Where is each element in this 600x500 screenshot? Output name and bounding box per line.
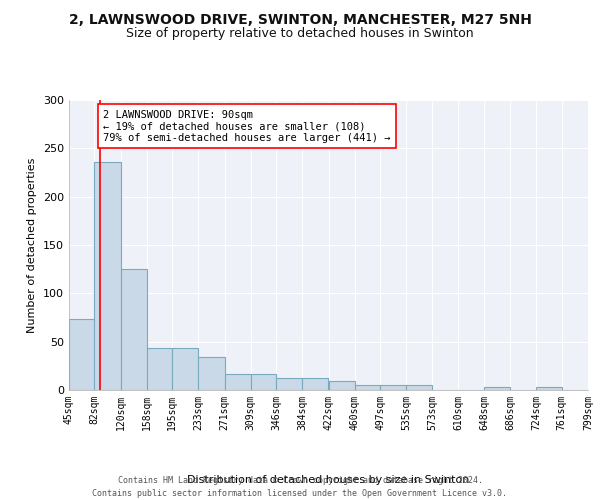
Y-axis label: Number of detached properties: Number of detached properties xyxy=(28,158,37,332)
Text: 2 LAWNSWOOD DRIVE: 90sqm
← 19% of detached houses are smaller (108)
79% of semi-: 2 LAWNSWOOD DRIVE: 90sqm ← 19% of detach… xyxy=(103,110,391,143)
Bar xyxy=(484,387,510,390)
Bar xyxy=(224,374,251,390)
Bar xyxy=(406,385,433,390)
Bar xyxy=(251,374,276,390)
Text: Contains HM Land Registry data © Crown copyright and database right 2024.
Contai: Contains HM Land Registry data © Crown c… xyxy=(92,476,508,498)
Bar xyxy=(355,385,380,390)
Bar xyxy=(147,348,172,390)
Bar xyxy=(329,382,355,390)
Bar xyxy=(94,162,121,390)
Bar xyxy=(276,378,302,390)
Text: 2, LAWNSWOOD DRIVE, SWINTON, MANCHESTER, M27 5NH: 2, LAWNSWOOD DRIVE, SWINTON, MANCHESTER,… xyxy=(68,12,532,26)
Bar xyxy=(69,320,94,390)
Bar xyxy=(172,348,199,390)
Bar xyxy=(380,385,406,390)
Bar xyxy=(121,269,147,390)
Bar xyxy=(199,357,224,390)
Bar xyxy=(302,378,329,390)
X-axis label: Distribution of detached houses by size in Swinton: Distribution of detached houses by size … xyxy=(187,474,470,484)
Text: Size of property relative to detached houses in Swinton: Size of property relative to detached ho… xyxy=(126,28,474,40)
Bar xyxy=(536,387,562,390)
